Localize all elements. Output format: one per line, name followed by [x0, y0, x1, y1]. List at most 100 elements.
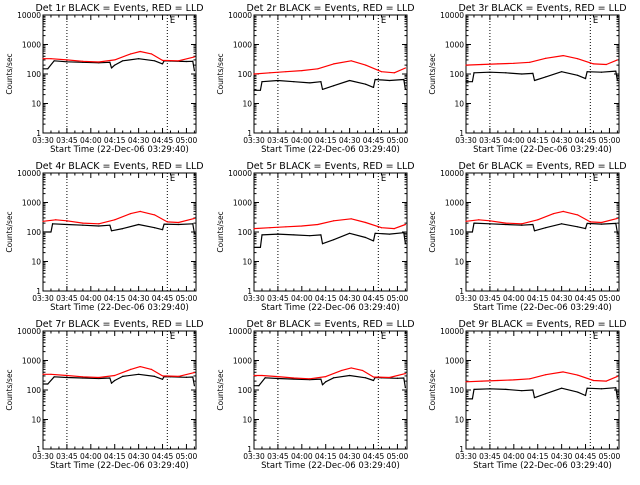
events-data-point [277, 377, 279, 380]
events-data-point [615, 387, 617, 389]
lld-data-point [114, 59, 116, 61]
x-axis-label: Start Time (22-Dec-06 03:29:40) [50, 461, 189, 471]
events-data-point [396, 377, 399, 379]
lld-data-point [253, 228, 255, 230]
events-data-point [253, 385, 255, 387]
lld-data-point [150, 53, 152, 55]
lld-series-line [465, 371, 618, 383]
lld-data-point [317, 223, 319, 226]
y-tick-label: 10 [31, 100, 41, 109]
events-data-point [505, 388, 507, 390]
lld-data-point [562, 210, 564, 212]
y-tick-label: 100 [238, 228, 253, 237]
events-data-point [404, 88, 407, 91]
lld-data-point [293, 377, 295, 379]
events-data-point [177, 223, 180, 226]
lld-data-point [98, 376, 100, 379]
y-tick-label: 10000 [440, 11, 464, 20]
x-tick-label: 05:00 [599, 136, 621, 145]
lld-data-point [177, 375, 180, 377]
y-tick-label: 10 [31, 416, 41, 425]
chart-title: Det 3r BLACK = Events, RED = LLD [458, 3, 626, 14]
marker-label: E [593, 174, 598, 184]
events-data-point [600, 223, 603, 225]
lld-series-line [254, 367, 406, 380]
y-axis-label: Counts/sec [428, 211, 437, 252]
events-data-point [309, 82, 311, 84]
events-data-point [404, 387, 407, 389]
events-series-line [43, 223, 195, 234]
x-tick-label: 04:45 [152, 294, 174, 303]
events-data-point [47, 68, 49, 70]
events-data-point [109, 61, 111, 63]
x-tick-label: 04:45 [575, 136, 597, 145]
y-tick-label: 10000 [17, 169, 41, 178]
marker-label: E [381, 174, 386, 184]
lld-data-point [161, 375, 164, 377]
events-data-point [533, 230, 536, 232]
lld-data-point [325, 375, 327, 378]
events-data-point [193, 232, 196, 234]
y-tick-label: 10 [242, 258, 252, 267]
x-tick-label: 05:00 [387, 136, 409, 145]
events-data-point [42, 231, 44, 233]
y-axis-label: Counts/sec [5, 369, 14, 410]
marker-label: E [170, 174, 175, 184]
plot-frame [42, 14, 197, 134]
lld-data-point [505, 222, 507, 224]
lld-data-point [193, 371, 196, 374]
x-tick-label: 03:30 [243, 136, 265, 145]
events-data-point [161, 378, 164, 380]
y-tick-label: 1000 [22, 357, 41, 366]
events-data-point [473, 72, 475, 74]
lld-data-point [55, 219, 57, 221]
lld-data-point [269, 72, 271, 74]
lld-data-point [489, 220, 491, 222]
x-tick-label: 04:15 [527, 452, 549, 461]
lld-data-point [388, 376, 391, 379]
x-tick-label: 03:45 [267, 294, 289, 303]
x-tick-label: 03:30 [32, 452, 54, 461]
events-data-point [584, 394, 587, 397]
events-data-point [264, 377, 266, 379]
chart-panel-5: Det 5r BLACK = Events, RED = LLD 1 10 100 10… [216, 161, 415, 313]
events-data-point [293, 378, 295, 380]
lld-data-point [285, 226, 287, 228]
lld-data-point [82, 60, 84, 62]
events-data-point [138, 373, 140, 375]
y-tick-label: 10000 [440, 169, 464, 178]
y-tick-label: 100 [238, 386, 253, 395]
events-data-point [403, 232, 405, 234]
lld-data-point [592, 63, 595, 65]
lld-data-point [589, 221, 591, 223]
lld-data-point [616, 375, 619, 377]
lld-data-point [193, 56, 196, 58]
y-axis-label: Counts/sec [428, 53, 437, 94]
plot-frame [42, 330, 197, 450]
lld-data-point [341, 369, 343, 372]
events-data-point [321, 243, 324, 245]
x-tick-label: 03:30 [32, 294, 54, 303]
y-tick-label: 1000 [233, 41, 252, 50]
events-data-point [277, 233, 279, 235]
events-data-point [309, 235, 311, 237]
events-data-point [161, 63, 164, 65]
marker-label: E [170, 16, 175, 26]
events-data-point [505, 72, 507, 74]
y-axis-label: Counts/sec [216, 53, 225, 94]
events-data-point [51, 223, 54, 225]
x-tick-label: 03:30 [243, 452, 265, 461]
y-tick-label: 1 [247, 129, 252, 138]
y-tick-label: 1000 [445, 357, 464, 366]
x-tick-label: 04:00 [80, 136, 102, 145]
lld-data-point [513, 62, 515, 64]
events-data-point [372, 86, 375, 89]
events-data-point [600, 71, 603, 73]
events-series-line [466, 387, 618, 400]
x-axis-label: Start Time (22-Dec-06 03:29:40) [50, 145, 189, 155]
y-tick-label: 100 [450, 70, 465, 79]
plot-frame [253, 14, 408, 134]
x-tick-label: 03:30 [32, 136, 54, 145]
events-data-point [82, 61, 84, 63]
